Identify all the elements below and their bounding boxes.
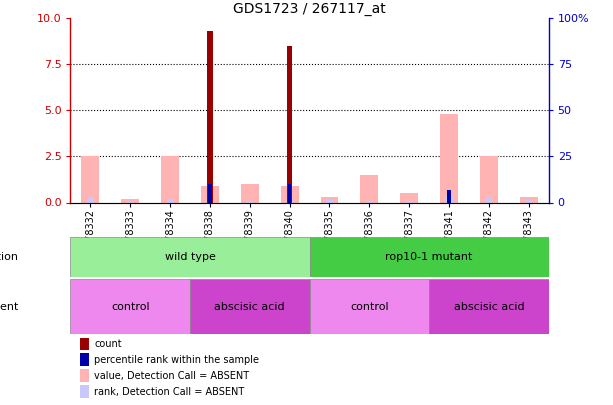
Bar [480, 156, 498, 202]
Bar [287, 46, 292, 202]
Text: genotype/variation: genotype/variation [0, 252, 19, 262]
Text: abscisic acid: abscisic acid [454, 302, 524, 312]
Bar [207, 200, 213, 202]
Bar [208, 184, 211, 202]
Title: GDS1723 / 267117_at: GDS1723 / 267117_at [233, 2, 386, 16]
Text: abscisic acid: abscisic acid [215, 302, 285, 312]
Bar [447, 190, 451, 202]
Bar [429, 279, 549, 334]
Bar [70, 279, 190, 334]
Bar [326, 200, 333, 202]
Bar [400, 193, 418, 202]
Bar [485, 197, 492, 202]
Bar [190, 279, 310, 334]
Bar [286, 200, 293, 202]
Bar [310, 237, 549, 277]
Bar [167, 199, 173, 202]
Text: value, Detection Call = ABSENT: value, Detection Call = ABSENT [94, 371, 249, 381]
Bar [310, 279, 429, 334]
Bar [281, 186, 299, 202]
Bar [87, 197, 94, 202]
Bar [80, 353, 89, 366]
Text: rank, Detection Call = ABSENT: rank, Detection Call = ABSENT [94, 387, 245, 396]
Text: wild type: wild type [165, 252, 215, 262]
Bar [80, 369, 89, 382]
Bar [246, 200, 253, 202]
Text: control: control [350, 302, 389, 312]
Bar [446, 195, 452, 202]
Bar [366, 200, 373, 202]
Bar [70, 237, 310, 277]
Bar [321, 197, 338, 202]
Bar [360, 175, 378, 202]
Bar [127, 200, 134, 202]
Bar [80, 337, 89, 350]
Text: count: count [94, 339, 122, 349]
Bar [121, 199, 139, 202]
Text: control: control [111, 302, 150, 312]
Text: rop10-1 mutant: rop10-1 mutant [386, 252, 473, 262]
Bar [241, 184, 259, 202]
Bar [80, 385, 89, 399]
Text: percentile rank within the sample: percentile rank within the sample [94, 354, 259, 364]
Bar [440, 114, 458, 202]
Bar [207, 31, 213, 202]
Bar [82, 156, 99, 202]
Bar [201, 186, 219, 202]
Bar [288, 184, 291, 202]
Bar [406, 200, 413, 202]
Bar [520, 197, 538, 202]
Bar [161, 156, 179, 202]
Text: agent: agent [0, 302, 19, 312]
Bar [525, 200, 532, 202]
